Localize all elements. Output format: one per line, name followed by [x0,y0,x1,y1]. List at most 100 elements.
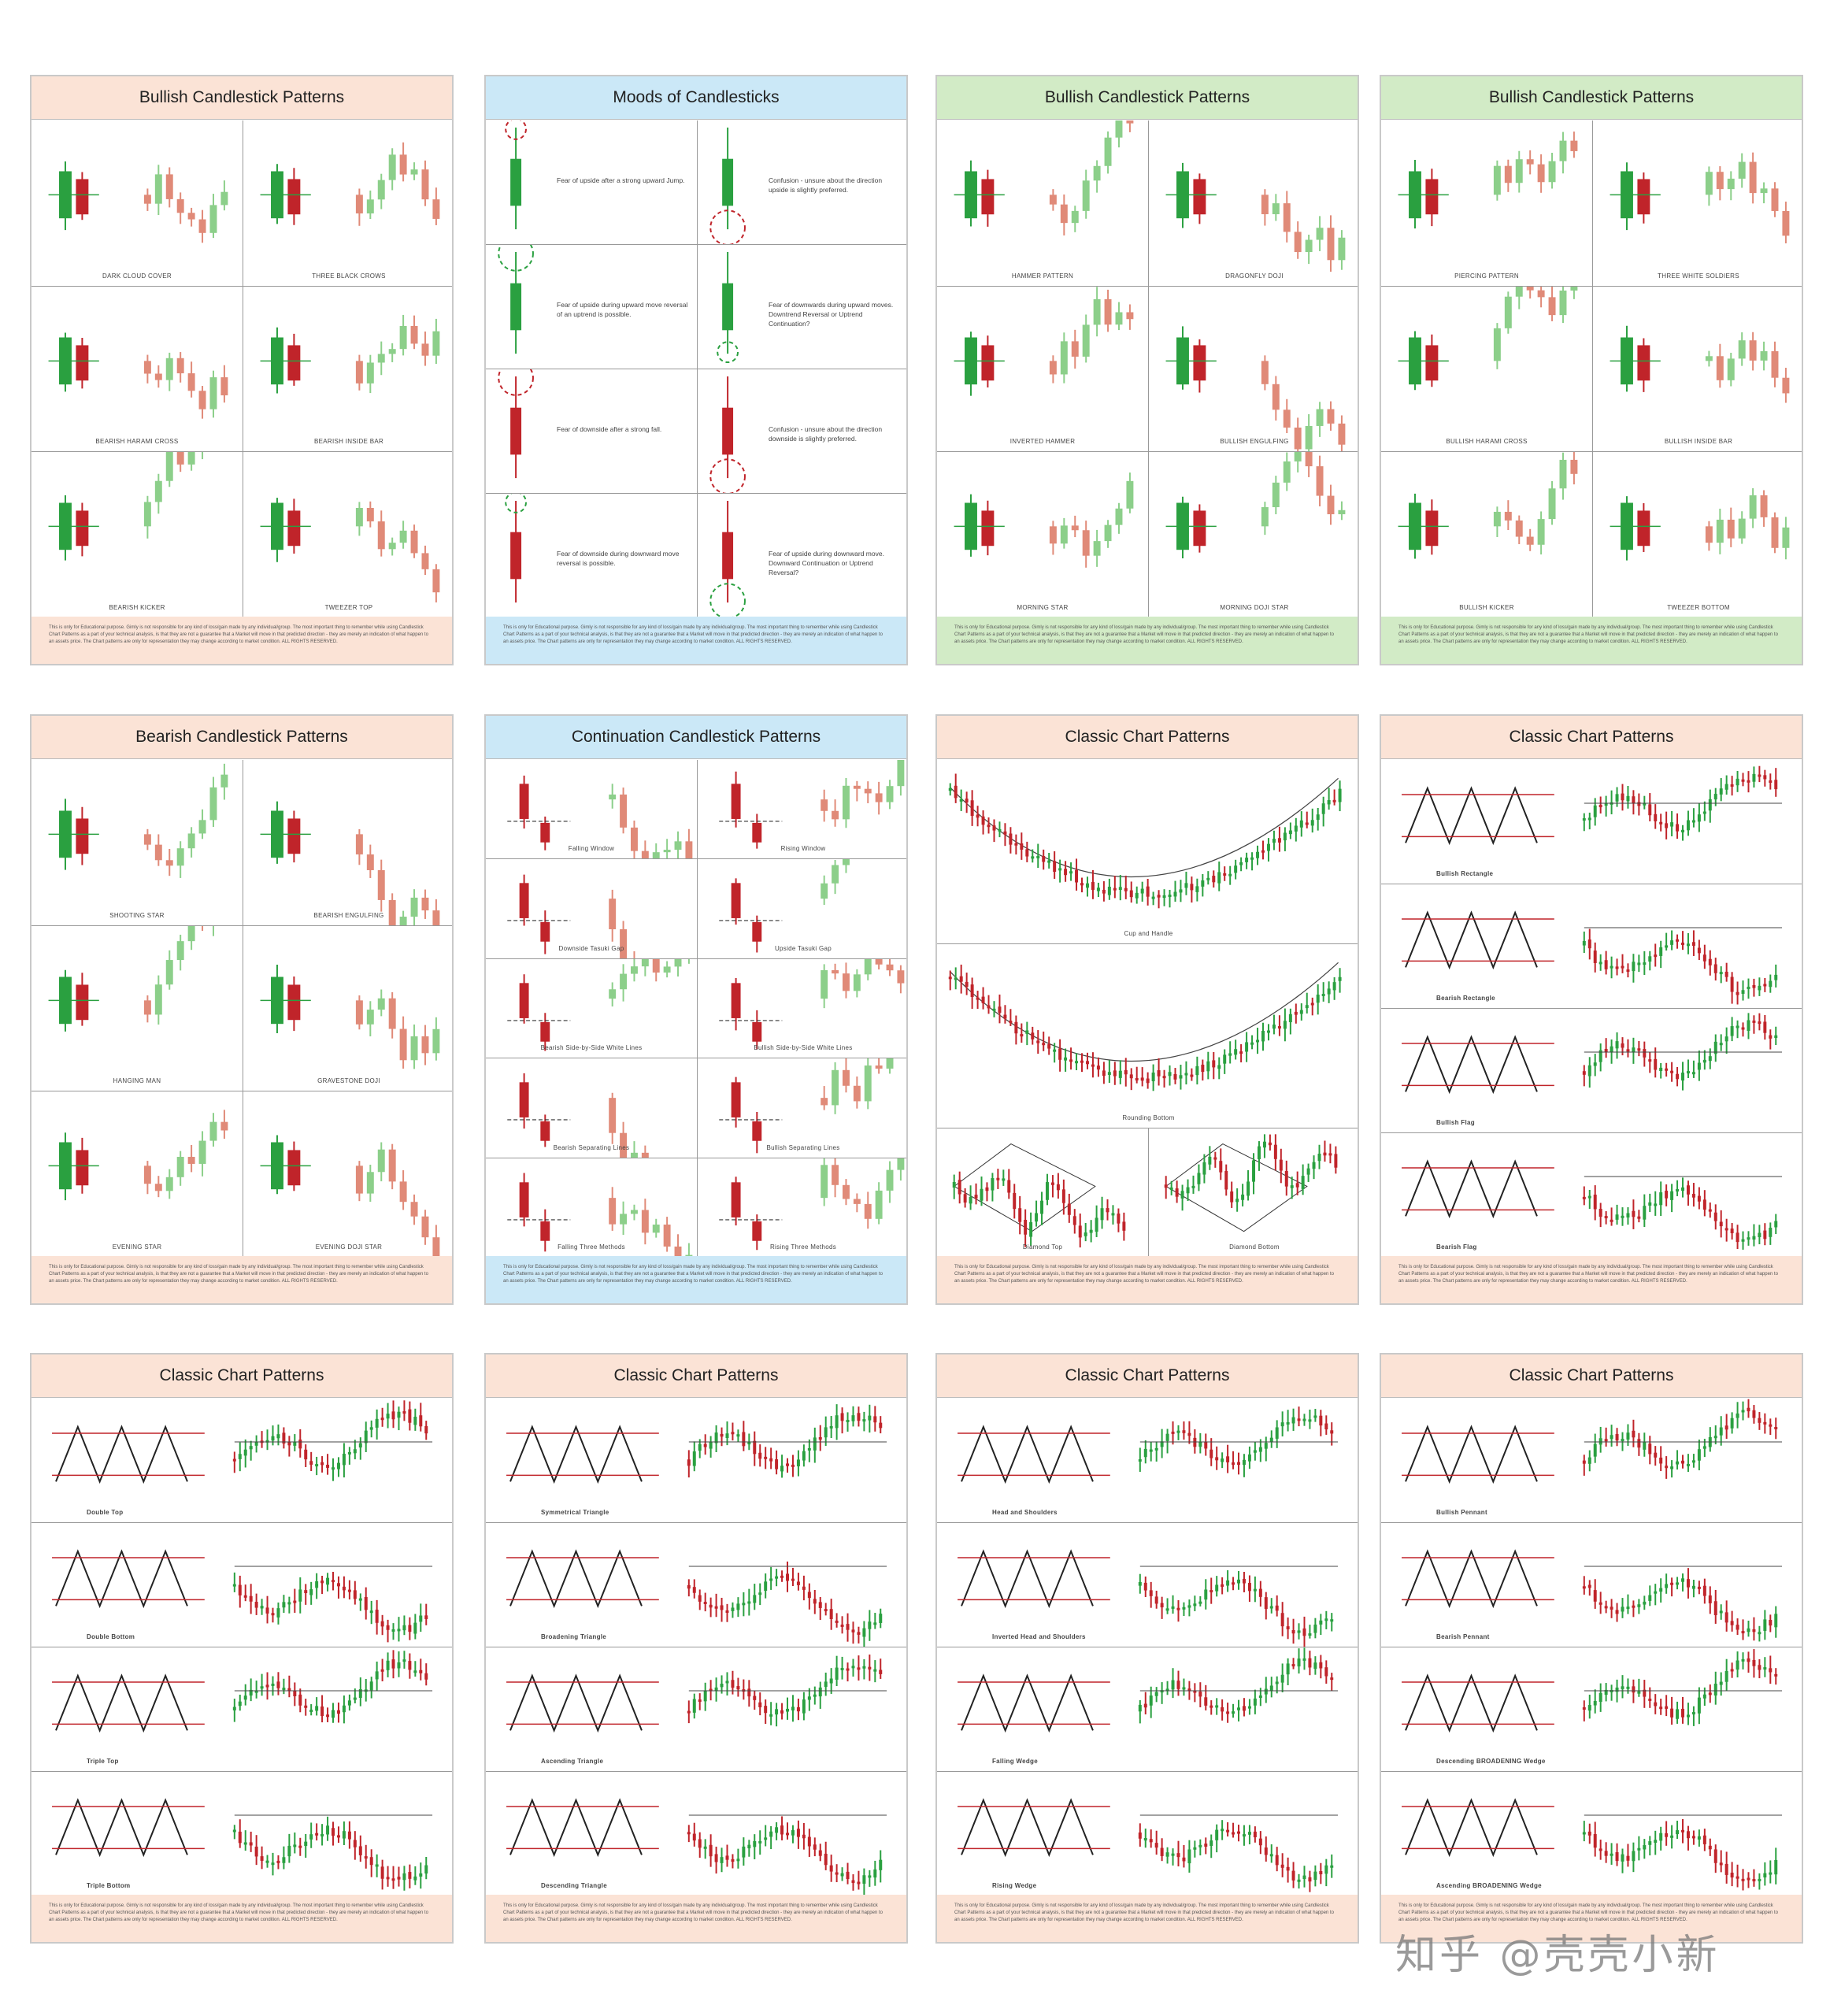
p12-c1-series-14-body [1659,1457,1663,1464]
p8-c3-series-2-body [1593,1062,1597,1066]
p12-c2-series-7-body [1621,1606,1624,1612]
p10-c4-series-29-body [846,1871,850,1880]
p10-c2-series-35-body [879,1614,883,1623]
p8-c2-series-21-body [1697,947,1701,954]
p9-c2-series-23-body [358,1598,362,1601]
p1-c3-ctx-3-body [176,358,184,373]
p12-c3-series-12-body [1648,1698,1652,1701]
p9-c3-series-6-body [265,1684,269,1688]
pattern-label: Double Bottom [87,1633,135,1640]
p11-c1-series-4-body [1160,1441,1164,1447]
p1-c1-ctx-3-body [176,198,184,213]
p9-c4-series-27-body [380,1866,384,1879]
pattern-label: Bearish Pennant [1436,1633,1490,1640]
p10-c1-series-15-body [769,1458,773,1462]
p9-c4-series-3-body [249,1842,253,1846]
p7-c1-series-10-body [1003,831,1007,835]
p8-c1-series-0-body [1582,818,1586,821]
disclaimer-footer: This is only for Educational purpose. Gi… [31,617,452,664]
p11-c4-series-23-body [1264,1847,1268,1855]
p2-c1-ring [505,120,528,140]
pattern-cell: Diamond Top [937,1128,1149,1258]
p11-c1-series-16-body [1226,1456,1230,1462]
pattern-label: Broadening Triangle [541,1633,607,1640]
pattern-grid: Bullish Rectangle Bearish Rectangle Bullis… [1381,760,1802,1258]
poster-title: Continuation Candlestick Patterns [486,716,906,759]
p12-c1-series-19-body [1686,1463,1690,1466]
p7-c2-series-66-body [1310,1002,1314,1006]
p11-c3-series-4-body [1160,1690,1164,1693]
p7-c2-series-7-body [987,1005,991,1009]
p3-c2-ctx-4-body [1305,239,1313,253]
p7-c1-series-23-body [1075,869,1079,883]
p8-c2-series-28-body [1736,991,1739,995]
p7-c4-series-20-body [1273,1144,1277,1159]
p11-c4-series-14-body [1215,1829,1219,1840]
pattern-illustration [1402,1159,1783,1250]
p6-c1-b-body [540,822,550,843]
p7-c2-series-13-body [1020,1033,1024,1036]
p4-c5-ctx-1-body [1504,512,1512,521]
p7-c3-series-26-body [1095,1217,1098,1232]
p3-c2-ctx-5-body [1316,228,1324,240]
p12-c1-series-1-body [1587,1457,1591,1464]
p3-c4-ctx-7-body [1338,423,1346,445]
p10-c4-series-23-body [813,1844,817,1850]
pattern-cell: Diamond Bottom [1149,1128,1358,1258]
pattern-label: BULLISH INSIDE BAR [1664,438,1733,446]
p12-c3-series-17-body [1676,1709,1680,1719]
pattern-label: BEARISH KICKER [109,603,165,611]
p5-c4-ctx-3-body [388,998,396,1029]
p7-c3-series-8-body [996,1177,1000,1180]
p11-c1-series-32-body [1313,1415,1317,1418]
p12-c1-series-5-body [1610,1435,1613,1440]
p4-c3-ctx-2-body [1515,286,1523,297]
p7-c1-series-35-body [1140,888,1144,894]
p8-c4-series-31-body [1752,1236,1756,1240]
p12-c4-series-5-body [1610,1853,1613,1856]
p6-c3-ctx-1-body [620,929,628,958]
p11-c1-series-23-body [1264,1443,1268,1449]
p8-c1-series-34-body [1769,780,1773,783]
p10-c1-series-14-body [764,1456,768,1459]
p11-c1-series-9-body [1187,1432,1191,1436]
p8-c3-series-4-body [1604,1048,1608,1052]
p9-c2-series-31-body [402,1625,406,1631]
p8-c4-series-28-body [1736,1232,1739,1243]
p8-c3-series-9-body [1632,1047,1636,1052]
p4-c3-ctx-1-body [1504,296,1512,328]
pattern-illustration [505,494,528,603]
p9-c1-series-15-body [315,1464,319,1467]
p11-c3-series-13-body [1210,1705,1213,1708]
pattern-illustration [506,1549,887,1647]
p4-c3-ctx-3-body [1526,286,1534,291]
p12-c3-series-13-body [1654,1702,1658,1707]
p11-c1-series-28-body [1291,1417,1295,1424]
p3-c5-ctx-4-body [1093,541,1101,557]
p6-c1-ctx-6-body [674,841,682,850]
p1-c1-ctx-1-body [154,174,162,204]
p4-c1-ctx-4-body [1537,164,1545,183]
p12-c1-series-22-body [1702,1446,1706,1449]
p3-c3-ctx-6-body [1115,312,1123,324]
pattern-label: Diamond Bottom [1229,1243,1280,1251]
p10-c4-series-35-body [879,1859,883,1870]
p8-c4-series-19-body [1686,1185,1690,1195]
p9-c1-series-1-body [238,1454,242,1459]
p8-c2-series-0-body [1582,940,1586,946]
p8-c1-series-8-body [1626,795,1630,802]
p11-c4-series-22-body [1258,1838,1262,1846]
p7-c1-series-39-body [1162,895,1166,899]
disclaimer-footer: This is only for Educational purpose. Gi… [31,1895,452,1942]
p7-c2-series-29-body [1107,1072,1111,1075]
p6-c1-ctx-0-body [609,794,617,800]
p12-c4-series-0-body [1582,1832,1586,1835]
pattern-label: BEARISH INSIDE BAR [313,438,384,446]
p12-c1-series-34-body [1769,1424,1773,1427]
pattern-label: BULLISH ENGULFING [1220,438,1289,446]
p9-c1-series-6-body [265,1440,269,1443]
p10-c2-series-15-body [769,1578,773,1581]
pattern-cell: Rounding Bottom [937,944,1358,1128]
p9-c3-series-7-body [271,1683,275,1686]
p4-c1-ctx-3-body [1526,159,1534,165]
